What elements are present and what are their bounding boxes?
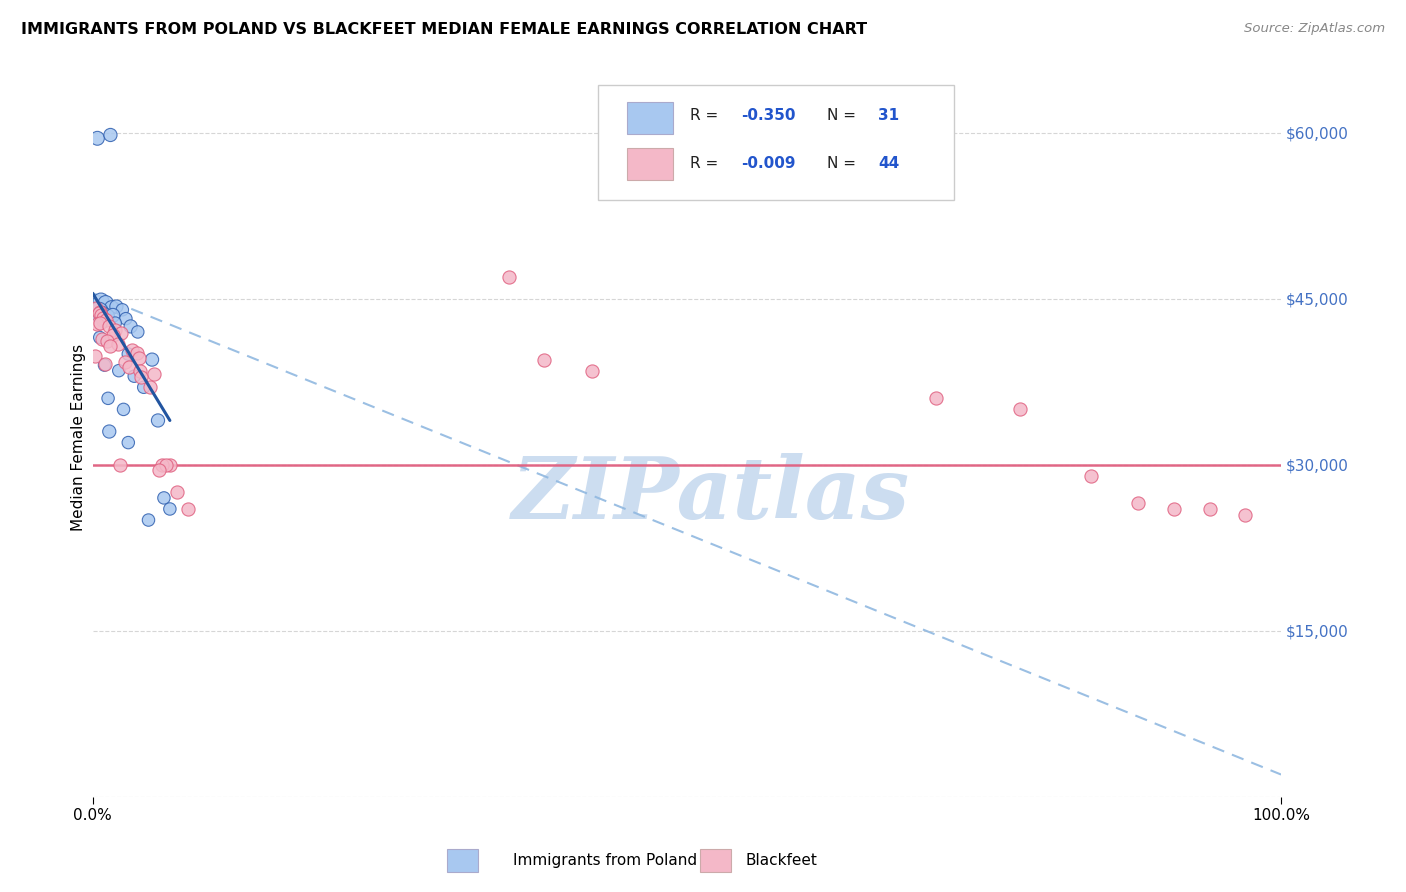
Point [91, 332, 114, 346]
Point [138, 380, 160, 394]
Point [129, 364, 152, 378]
Point [498, 269, 520, 284]
Point [98, 425, 121, 439]
Point [118, 360, 141, 375]
Text: N =: N = [827, 108, 860, 123]
Text: 44: 44 [879, 156, 900, 171]
Point [1234, 508, 1257, 522]
Point [93, 357, 115, 371]
Point [533, 352, 555, 367]
Point [581, 364, 603, 378]
FancyBboxPatch shape [598, 85, 955, 200]
Point [114, 355, 136, 369]
Point [84, 301, 107, 315]
Point [128, 351, 150, 366]
Point [105, 300, 128, 314]
Point [925, 392, 948, 406]
Point [117, 435, 139, 450]
Point [89, 316, 111, 330]
Point [84, 349, 107, 363]
Text: Blackfeet: Blackfeet [745, 854, 817, 868]
Point [1198, 502, 1220, 516]
Point [153, 491, 176, 505]
Point [122, 369, 145, 384]
Point [131, 370, 153, 384]
Point [104, 323, 127, 337]
Text: Immigrants from Poland: Immigrants from Poland [513, 854, 697, 868]
Point [125, 346, 148, 360]
Text: ZIPatlas: ZIPatlas [512, 453, 910, 536]
Point [100, 339, 122, 353]
Text: IMMIGRANTS FROM POLAND VS BLACKFEET MEDIAN FEMALE EARNINGS CORRELATION CHART: IMMIGRANTS FROM POLAND VS BLACKFEET MEDI… [21, 22, 868, 37]
Y-axis label: Median Female Earnings: Median Female Earnings [72, 343, 86, 531]
Point [87, 306, 110, 320]
Point [93, 358, 115, 372]
Text: -0.350: -0.350 [741, 108, 796, 123]
Point [96, 310, 118, 324]
Point [89, 305, 111, 319]
Point [101, 328, 124, 343]
Point [112, 402, 135, 417]
Point [138, 513, 160, 527]
Point [90, 293, 112, 308]
Text: 31: 31 [879, 108, 900, 123]
FancyBboxPatch shape [627, 102, 672, 134]
Point [104, 316, 127, 330]
Point [90, 309, 112, 323]
Point [108, 458, 131, 472]
Point [86, 131, 108, 145]
Point [120, 319, 142, 334]
Point [94, 296, 117, 310]
Point [96, 334, 118, 348]
Point [132, 380, 155, 394]
Point [148, 463, 170, 477]
Text: N =: N = [827, 156, 860, 171]
Point [150, 458, 173, 472]
Text: R =: R = [690, 108, 724, 123]
Point [87, 305, 110, 319]
Point [110, 326, 132, 340]
Point [121, 343, 143, 357]
FancyBboxPatch shape [627, 148, 672, 179]
Point [1008, 402, 1031, 417]
Text: -0.009: -0.009 [741, 156, 796, 171]
Point [159, 458, 181, 472]
Point [97, 392, 120, 406]
Point [94, 312, 117, 326]
Point [115, 311, 138, 326]
Point [91, 314, 114, 328]
Point [146, 413, 169, 427]
Point [100, 128, 122, 142]
Point [91, 310, 114, 325]
Point [101, 309, 124, 323]
Point [155, 458, 177, 472]
Point [100, 301, 122, 315]
Point [89, 330, 111, 344]
Point [159, 502, 181, 516]
Point [86, 317, 108, 331]
Point [107, 364, 129, 378]
Text: R =: R = [690, 156, 724, 171]
Point [143, 367, 166, 381]
Text: Source: ZipAtlas.com: Source: ZipAtlas.com [1244, 22, 1385, 36]
Point [107, 337, 129, 351]
Point [117, 347, 139, 361]
Point [98, 319, 121, 334]
Point [1080, 468, 1102, 483]
Point [1163, 502, 1185, 516]
Point [177, 502, 200, 516]
Point [166, 485, 188, 500]
Point [127, 325, 149, 339]
Point [91, 307, 114, 321]
Point [111, 302, 134, 317]
Point [1128, 496, 1150, 510]
Point [141, 352, 163, 367]
